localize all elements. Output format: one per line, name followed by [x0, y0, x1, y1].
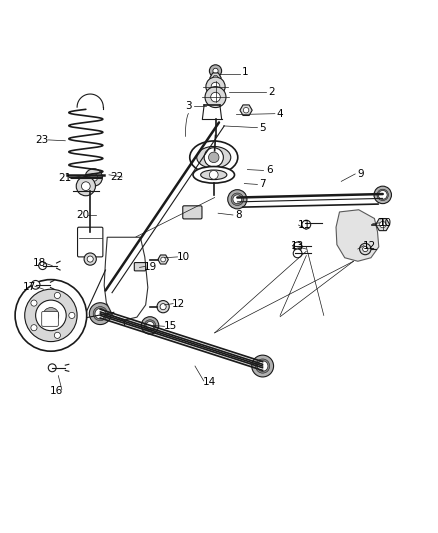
Text: 2: 2	[268, 87, 275, 97]
Circle shape	[25, 289, 77, 342]
Text: 9: 9	[357, 169, 364, 179]
Circle shape	[213, 68, 218, 74]
Text: 12: 12	[172, 298, 185, 309]
Circle shape	[378, 190, 387, 199]
Circle shape	[374, 186, 392, 204]
Text: 11: 11	[297, 220, 311, 230]
Text: 8: 8	[235, 210, 242, 220]
FancyBboxPatch shape	[42, 311, 58, 326]
Circle shape	[39, 262, 46, 270]
Text: 10: 10	[177, 252, 190, 262]
Text: 10: 10	[378, 218, 392, 228]
Text: 23: 23	[35, 135, 49, 145]
Polygon shape	[104, 237, 148, 320]
Circle shape	[208, 152, 219, 163]
Circle shape	[145, 320, 155, 331]
Circle shape	[54, 332, 60, 338]
Circle shape	[255, 359, 270, 373]
Circle shape	[211, 82, 220, 91]
Text: 21: 21	[59, 173, 72, 183]
Circle shape	[76, 176, 95, 196]
Circle shape	[85, 169, 102, 186]
Circle shape	[141, 317, 159, 334]
Circle shape	[360, 244, 371, 255]
Circle shape	[54, 293, 60, 298]
Circle shape	[93, 306, 107, 321]
Circle shape	[157, 301, 169, 313]
Circle shape	[160, 304, 166, 310]
Circle shape	[209, 65, 222, 77]
Text: 7: 7	[259, 180, 266, 189]
Circle shape	[43, 308, 59, 323]
Circle shape	[81, 182, 90, 190]
Text: 4: 4	[277, 109, 283, 119]
Text: 6: 6	[266, 165, 272, 175]
Circle shape	[211, 92, 220, 102]
Circle shape	[233, 195, 242, 204]
Polygon shape	[158, 255, 168, 264]
Text: 18: 18	[32, 258, 46, 268]
Circle shape	[377, 189, 389, 200]
Circle shape	[69, 312, 75, 318]
Circle shape	[84, 253, 96, 265]
Circle shape	[31, 300, 37, 306]
FancyBboxPatch shape	[134, 263, 146, 271]
Circle shape	[228, 190, 247, 209]
Circle shape	[244, 108, 249, 113]
Text: 1: 1	[242, 67, 248, 77]
Text: 22: 22	[110, 172, 123, 182]
Text: 16: 16	[50, 386, 63, 396]
Text: 19: 19	[143, 262, 157, 271]
Circle shape	[302, 220, 311, 229]
Circle shape	[31, 325, 37, 331]
Circle shape	[293, 242, 302, 251]
Circle shape	[89, 303, 111, 325]
Ellipse shape	[193, 166, 234, 183]
Text: 14: 14	[203, 377, 216, 387]
Text: 17: 17	[22, 282, 36, 293]
Ellipse shape	[201, 170, 227, 180]
Text: 3: 3	[185, 101, 192, 111]
Text: 15: 15	[163, 321, 177, 332]
Circle shape	[252, 355, 274, 377]
Ellipse shape	[190, 141, 238, 174]
Circle shape	[35, 300, 66, 330]
Circle shape	[380, 221, 386, 228]
FancyBboxPatch shape	[183, 206, 202, 219]
Polygon shape	[376, 219, 390, 231]
Circle shape	[161, 257, 166, 262]
Circle shape	[206, 77, 225, 96]
Circle shape	[258, 361, 268, 372]
Circle shape	[87, 256, 93, 262]
Circle shape	[95, 309, 106, 319]
Polygon shape	[240, 105, 252, 116]
Text: 20: 20	[76, 210, 89, 220]
Circle shape	[146, 321, 154, 329]
Ellipse shape	[197, 147, 231, 168]
Polygon shape	[210, 73, 221, 83]
FancyBboxPatch shape	[78, 227, 103, 257]
Polygon shape	[336, 210, 379, 261]
Circle shape	[48, 364, 56, 372]
Circle shape	[90, 174, 98, 181]
Circle shape	[231, 193, 244, 206]
Text: 5: 5	[259, 123, 266, 133]
Circle shape	[213, 75, 218, 80]
Text: 13: 13	[291, 240, 304, 251]
Circle shape	[363, 246, 368, 252]
Circle shape	[31, 280, 40, 289]
Circle shape	[204, 148, 223, 167]
Text: 12: 12	[363, 240, 376, 251]
Circle shape	[293, 249, 302, 258]
Circle shape	[209, 171, 218, 179]
Circle shape	[15, 280, 87, 351]
Circle shape	[205, 87, 226, 108]
